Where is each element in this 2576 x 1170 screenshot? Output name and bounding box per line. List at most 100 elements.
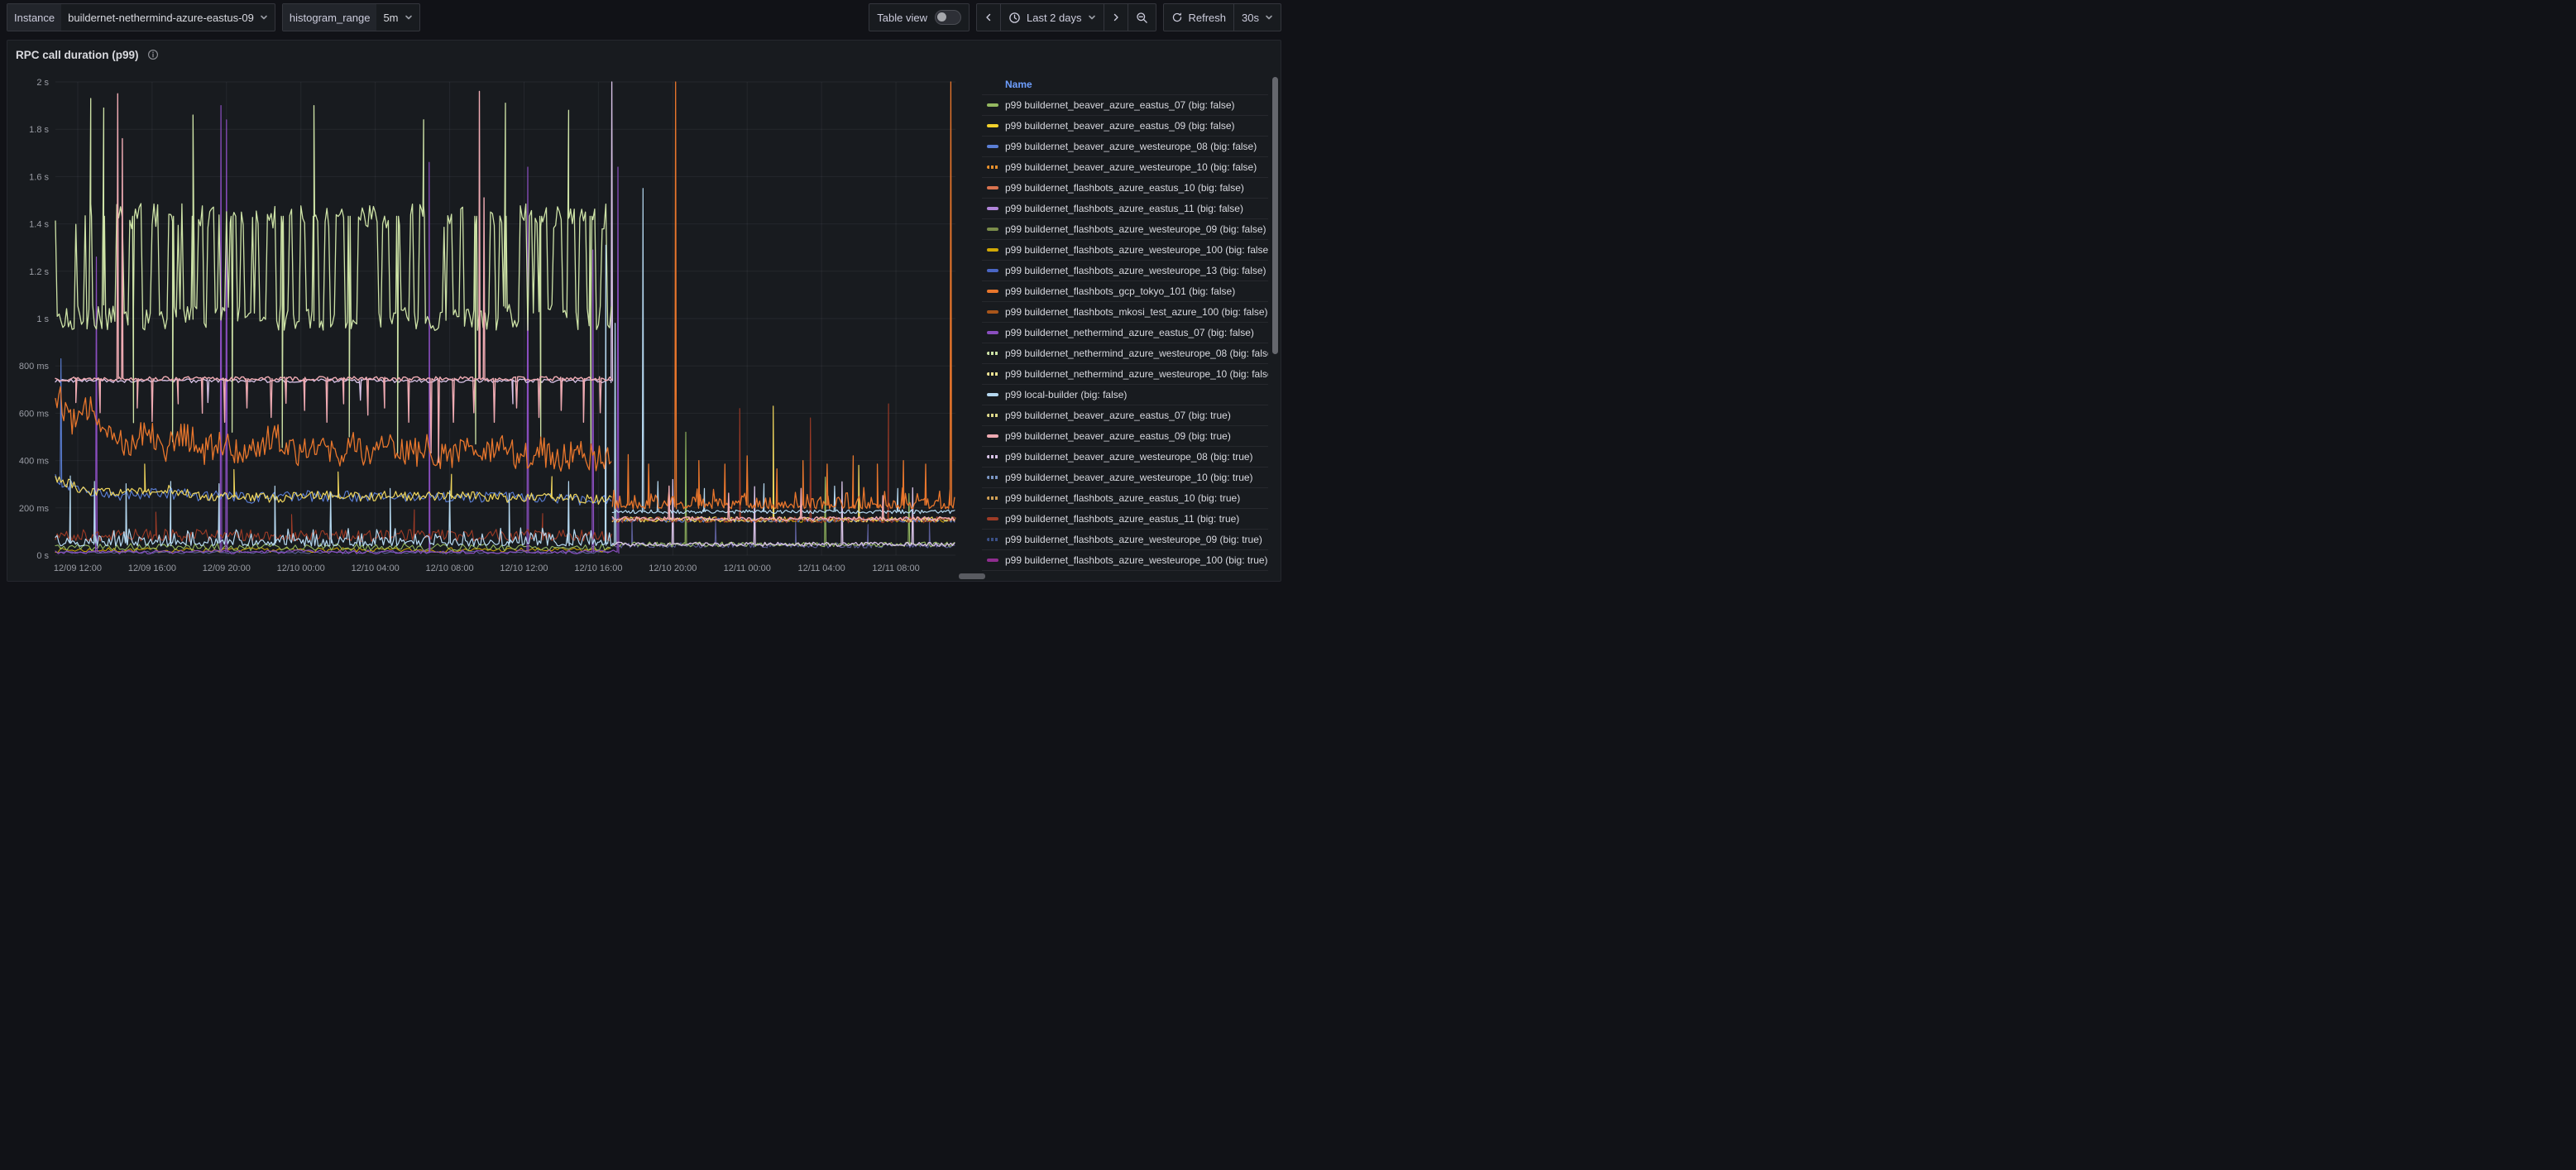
legend-item[interactable]: p99 buildernet_flashbots_azure_eastus_11… [982, 198, 1268, 218]
panel-header[interactable]: RPC call duration (p99) [7, 41, 1289, 69]
legend-item[interactable]: p99 buildernet_beaver_azure_westeurope_0… [982, 446, 1268, 467]
series-color-swatch [987, 310, 998, 314]
legend-item[interactable]: p99 buildernet_flashbots_azure_westeurop… [982, 529, 1268, 549]
y-axis-tick-label: 1.4 s [29, 220, 49, 230]
legend-name-header[interactable]: Name [982, 74, 1268, 94]
time-shift-back-button[interactable] [977, 4, 1001, 31]
x-axis-tick-label: 12/09 12:00 [54, 563, 102, 573]
legend-item[interactable]: p99 buildernet_flashbots_azure_westeurop… [982, 239, 1268, 260]
x-axis-tick-label: 12/09 16:00 [128, 563, 176, 573]
series-color-swatch [987, 103, 998, 107]
series-color-swatch [987, 455, 998, 458]
y-axis-tick-label: 600 ms [19, 409, 50, 419]
refresh-button[interactable]: Refresh [1164, 4, 1235, 31]
instance-value: buildernet-nethermind-azure-eastus-09 [68, 12, 254, 24]
refresh-interval-select[interactable]: 30s [1234, 4, 1281, 31]
legend-item[interactable]: p99 buildernet_beaver_azure_westeurope_1… [982, 467, 1268, 487]
legend-item-label: p99 buildernet_flashbots_azure_eastus_10… [1005, 182, 1244, 194]
x-axis-tick-label: 12/10 00:00 [277, 563, 325, 573]
legend-item[interactable]: p99 buildernet_flashbots_azure_westeurop… [982, 549, 1268, 570]
instance-variable-control: Instance buildernet-nethermind-azure-eas… [7, 3, 275, 31]
refresh-controls: Refresh 30s [1163, 3, 1282, 31]
histogram-range-select[interactable]: 5m [376, 4, 419, 31]
zoom-out-button[interactable] [1128, 4, 1156, 31]
series-color-swatch [987, 248, 998, 252]
legend-item[interactable]: p99 buildernet_flashbots_mkosi_test_azur… [982, 301, 1268, 322]
legend-scrollbar-thumb[interactable] [1272, 77, 1278, 354]
legend-item[interactable]: p99 local-builder (big: false) [982, 384, 1268, 405]
legend-item[interactable]: p99 buildernet_beaver_azure_eastus_07 (b… [982, 94, 1268, 115]
series-color-swatch [987, 559, 998, 562]
series-color-swatch [987, 434, 998, 438]
y-axis-tick-label: 1.2 s [29, 267, 49, 277]
series-color-swatch [987, 476, 998, 479]
legend-item[interactable]: p99 buildernet_nethermind_azure_eastus_0… [982, 322, 1268, 343]
legend-rows: p99 buildernet_beaver_azure_eastus_07 (b… [982, 94, 1268, 577]
series-color-swatch [987, 496, 998, 500]
legend-item-label: p99 buildernet_beaver_azure_westeurope_1… [1005, 472, 1253, 483]
y-axis-tick-label: 400 ms [19, 457, 50, 467]
legend-item[interactable]: p99 buildernet_flashbots_azure_eastus_11… [982, 508, 1268, 529]
y-axis-tick-label: 1 s [36, 314, 49, 324]
refresh-icon [1171, 12, 1183, 23]
legend-item-label: p99 buildernet_flashbots_azure_eastus_11… [1005, 513, 1239, 525]
legend-item[interactable]: p99 buildernet_flashbots_azure_westeurop… [982, 260, 1268, 281]
legend-item-label: p99 buildernet_flashbots_azure_westeurop… [1005, 223, 1266, 235]
legend-item[interactable]: p99 buildernet_flashbots_azure_eastus_10… [982, 487, 1268, 508]
series-color-swatch [987, 393, 998, 396]
series-color-swatch [987, 186, 998, 189]
chevron-down-icon [1088, 13, 1096, 22]
clock-icon [1008, 12, 1021, 24]
legend-item[interactable]: p99 buildernet_flashbots_gcp_tokyo_101 (… [982, 281, 1268, 301]
legend-item-label: p99 buildernet_beaver_azure_westeurope_0… [1005, 141, 1257, 152]
y-axis-tick-label: 1.8 s [29, 125, 49, 135]
time-range-picker-button[interactable]: Last 2 days [1001, 4, 1104, 31]
legend-item-label: p99 buildernet_flashbots_azure_westeurop… [1005, 244, 1268, 256]
refresh-label: Refresh [1189, 12, 1227, 24]
legend-item[interactable]: p99 buildernet_beaver_azure_eastus_07 (b… [982, 405, 1268, 425]
instance-select[interactable]: buildernet-nethermind-azure-eastus-09 [61, 4, 275, 31]
legend-item[interactable]: p99 buildernet_beaver_azure_westeurope_0… [982, 136, 1268, 156]
legend-item-label: p99 buildernet_flashbots_azure_eastus_10… [1005, 492, 1240, 504]
legend-item[interactable]: p99 buildernet_flashbots_azure_eastus_10… [982, 177, 1268, 198]
series-color-swatch [987, 290, 998, 293]
legend-item[interactable]: p99 buildernet_beaver_azure_eastus_09 (b… [982, 425, 1268, 446]
histogram-range-label: histogram_range [283, 4, 377, 31]
time-shift-forward-button[interactable] [1104, 4, 1128, 31]
series-color-swatch [987, 269, 998, 272]
info-icon[interactable] [147, 49, 159, 60]
legend-item-label: p99 buildernet_flashbots_azure_westeurop… [1005, 575, 1262, 577]
legend-item[interactable]: p99 buildernet_flashbots_azure_westeurop… [982, 570, 1268, 577]
histogram-range-value: 5m [383, 12, 398, 24]
series-color-swatch [987, 352, 998, 355]
legend-item-label: p99 buildernet_flashbots_gcp_tokyo_101 (… [1005, 285, 1235, 297]
histogram-range-variable-control: histogram_range 5m [282, 3, 420, 31]
legend-item-label: p99 buildernet_beaver_azure_westeurope_0… [1005, 451, 1253, 463]
legend-item[interactable]: p99 buildernet_flashbots_azure_westeurop… [982, 218, 1268, 239]
timeseries-plot[interactable]: 2 s1.8 s1.6 s1.4 s1.2 s1 s800 ms600 ms40… [14, 70, 974, 582]
legend-horizontal-scrollbar-thumb[interactable] [959, 573, 985, 579]
legend-item-label: p99 buildernet_beaver_azure_westeurope_1… [1005, 161, 1257, 173]
instance-label: Instance [7, 4, 61, 31]
x-axis-tick-label: 12/11 04:00 [798, 563, 845, 573]
legend-item-label: p99 buildernet_flashbots_azure_westeurop… [1005, 534, 1262, 545]
legend-item[interactable]: p99 buildernet_nethermind_azure_westeuro… [982, 343, 1268, 363]
legend-scrollbar[interactable] [1272, 75, 1278, 577]
legend-item[interactable]: p99 buildernet_nethermind_azure_westeuro… [982, 363, 1268, 384]
table-view-control: Table view [869, 3, 970, 31]
y-axis-tick-label: 800 ms [19, 362, 50, 372]
legend-item-label: p99 buildernet_beaver_azure_eastus_09 (b… [1005, 120, 1235, 132]
legend-item-label: p99 local-builder (big: false) [1005, 389, 1127, 400]
legend-item[interactable]: p99 buildernet_beaver_azure_westeurope_1… [982, 156, 1268, 177]
series-color-swatch [987, 145, 998, 148]
x-axis-tick-label: 12/10 12:00 [500, 563, 548, 573]
chevron-right-icon [1112, 12, 1120, 22]
x-axis-tick-label: 12/09 20:00 [203, 563, 251, 573]
series-color-swatch [987, 517, 998, 520]
table-view-toggle[interactable] [935, 10, 961, 25]
legend-item[interactable]: p99 buildernet_beaver_azure_eastus_09 (b… [982, 115, 1268, 136]
legend-item-label: p99 buildernet_flashbots_azure_eastus_11… [1005, 203, 1243, 214]
legend-item-label: p99 buildernet_nethermind_azure_westeuro… [1005, 348, 1268, 359]
chevron-down-icon [405, 13, 413, 22]
series-color-swatch [987, 414, 998, 417]
